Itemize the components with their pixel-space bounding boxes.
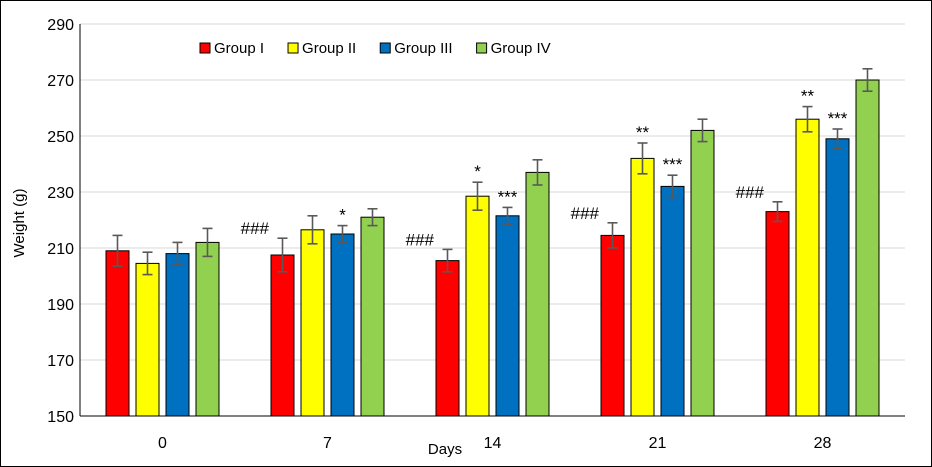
significance-annotation: ** — [801, 87, 815, 106]
significance-annotation: ### — [736, 183, 765, 202]
legend-label: Group I — [214, 40, 264, 57]
y-tick-label: 270 — [47, 73, 74, 90]
bars: ###*###****###*****###***** — [105, 68, 880, 417]
y-tick-label: 290 — [47, 17, 74, 34]
y-tick-label: 210 — [47, 241, 74, 258]
significance-annotation: *** — [663, 155, 683, 174]
bar — [135, 262, 160, 417]
x-axis-title: Days — [428, 441, 462, 458]
significance-annotation: ** — [636, 123, 650, 142]
y-tick-label: 170 — [47, 353, 74, 370]
legend-swatch — [379, 42, 391, 54]
bar — [495, 215, 520, 417]
significance-annotation: *** — [828, 109, 848, 128]
y-axis-title: Weight (g) — [11, 189, 28, 258]
legend-label: Group IV — [491, 40, 551, 57]
bar — [660, 185, 685, 417]
x-tick-label: 7 — [323, 435, 332, 452]
bar — [765, 211, 790, 417]
x-tick-label: 21 — [649, 435, 667, 452]
bar — [795, 118, 820, 417]
significance-annotation: *** — [498, 187, 518, 206]
x-tick-label: 0 — [158, 435, 167, 452]
axes: 150 170 190 210 230 250 270 290 0 7 14 21 28 — [47, 17, 905, 452]
x-tick-label: 14 — [484, 435, 502, 452]
significance-annotation: ### — [241, 219, 270, 238]
bar — [435, 260, 460, 417]
legend-swatch — [287, 42, 299, 54]
bar — [195, 241, 220, 417]
bar — [855, 79, 880, 417]
significance-annotation: * — [474, 162, 481, 181]
y-tick-label: 150 — [47, 409, 74, 426]
bar — [105, 250, 130, 417]
significance-annotation: ### — [571, 204, 600, 223]
bar — [825, 138, 850, 417]
legend-label: Group II — [302, 40, 356, 57]
legend-label: Group III — [394, 40, 452, 57]
legend: Group I Group II Group III Group IV — [199, 40, 551, 57]
legend-swatch — [199, 42, 211, 54]
bar — [690, 129, 715, 417]
significance-annotation: * — [339, 206, 346, 225]
bar — [465, 195, 490, 417]
bar — [600, 234, 625, 417]
x-tick-label: 28 — [814, 435, 832, 452]
legend-swatch — [476, 42, 488, 54]
bar — [300, 229, 325, 417]
bar — [360, 216, 385, 417]
bar — [165, 253, 190, 417]
y-tick-label: 250 — [47, 129, 74, 146]
bar — [630, 157, 655, 417]
bar — [270, 254, 295, 417]
y-tick-label: 190 — [47, 297, 74, 314]
bar — [330, 233, 355, 417]
bar — [525, 171, 550, 417]
y-tick-label: 230 — [47, 185, 74, 202]
significance-annotation: ### — [406, 230, 435, 249]
